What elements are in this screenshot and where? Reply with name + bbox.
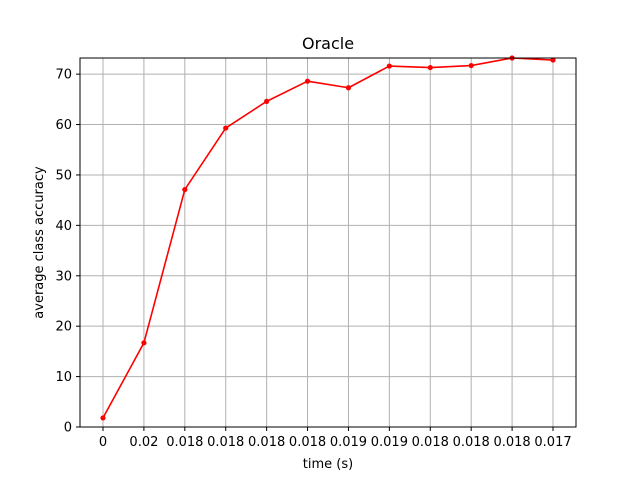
data-point [223,125,229,131]
data-point [427,64,433,71]
x-tick-label: 0.019 [371,435,408,450]
y-tick-label: 0 [64,421,72,436]
y-axis-label: average class accuracy [32,166,47,319]
plot-frame [79,57,577,428]
data-point [550,57,556,63]
y-tick-label: 10 [55,370,72,385]
x-tick-label: 0.018 [207,435,244,450]
x-tick-label: 0.02 [129,435,158,450]
x-tick-label: 0.018 [493,435,530,450]
x-tick-label: 0.017 [534,435,571,450]
axis-ticks: 0 0.02 0.018 0.018 0.018 0.018 0.019 0.019 0.018… [55,68,571,450]
x-tick-label: 0 [99,435,107,450]
data-point [345,85,352,91]
y-tick-label: 30 [55,269,72,284]
data-point [141,340,147,346]
x-tick-label: 0.018 [289,435,326,450]
y-tick-label: 70 [55,68,72,83]
x-tick-label: 0.018 [248,435,285,450]
x-tick-label: 0.018 [412,435,449,450]
data-point [304,78,311,84]
y-tick-label: 20 [55,320,72,335]
data-point [100,415,106,421]
data-point [182,186,188,193]
data-point [386,63,392,69]
y-tick-label: 50 [55,168,72,183]
series-line [102,57,554,419]
x-axis-label: time (s) [303,457,353,472]
chart-title: Oracle [302,34,354,53]
y-tick-label: 40 [55,219,72,234]
data-point [468,62,474,69]
y-tick-label: 60 [55,118,72,133]
x-tick-label: 0.018 [166,435,203,450]
data-point [264,98,270,104]
x-tick-label: 0.018 [453,435,490,450]
data-series [100,55,556,421]
x-tick-label: 0.019 [330,435,367,450]
